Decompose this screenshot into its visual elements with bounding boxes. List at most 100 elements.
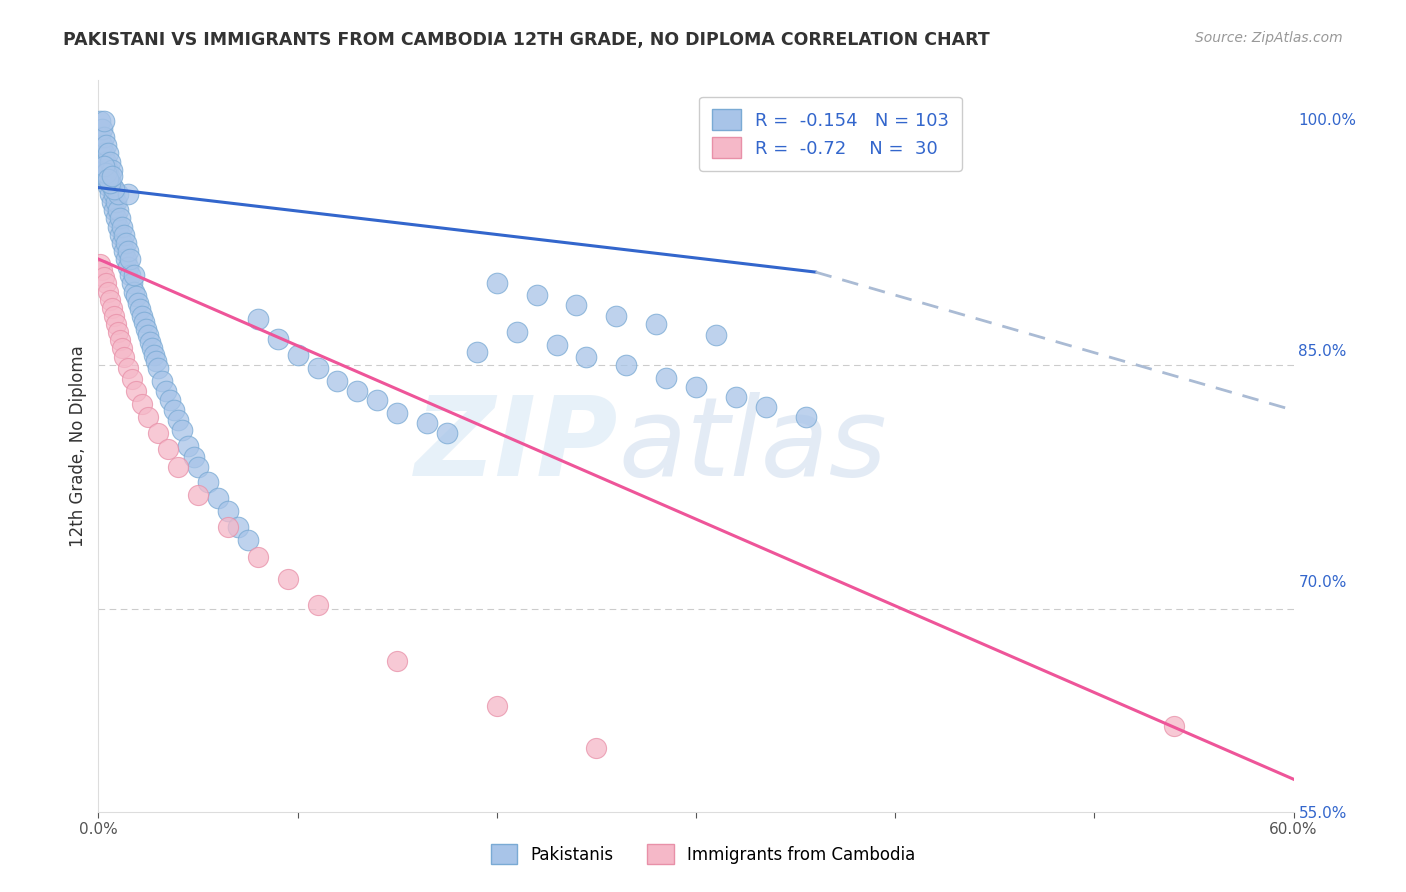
Point (217, 520, 239, 534)
Point (724, 390, 747, 404)
Legend: Pakistanis, Immigrants from Cambodia: Pakistanis, Immigrants from Cambodia (484, 838, 922, 871)
Point (655, 370, 678, 384)
Point (91, 263, 114, 277)
Point (127, 296, 149, 310)
Point (277, 572, 299, 586)
Point (346, 384, 368, 398)
Point (103, 309, 125, 323)
Point (97, 162, 120, 177)
Point (107, 219, 129, 234)
Point (97, 285, 120, 299)
Point (416, 416, 439, 430)
Point (145, 354, 167, 368)
Point (93, 114, 115, 128)
Point (139, 334, 162, 349)
Point (98, 154, 122, 169)
Point (136, 328, 159, 343)
Point (98, 187, 122, 202)
Point (385, 654, 409, 668)
Point (287, 348, 309, 362)
Point (565, 297, 588, 311)
Point (101, 169, 124, 184)
Point (131, 397, 153, 411)
Point (89, 146, 111, 161)
Point (107, 203, 129, 218)
Point (111, 235, 134, 250)
Point (129, 302, 152, 317)
Point (131, 309, 153, 323)
Point (97, 178, 120, 193)
Point (97, 146, 120, 161)
Point (111, 342, 134, 356)
Point (110, 227, 132, 242)
Point (121, 372, 143, 386)
Point (110, 211, 132, 226)
Point (155, 384, 177, 398)
Point (485, 699, 508, 714)
Point (93, 160, 115, 174)
Point (112, 350, 135, 364)
Legend: R =  -0.154   N = 103, R =  -0.72    N =  30: R = -0.154 N = 103, R = -0.72 N = 30 (699, 96, 962, 171)
Point (105, 211, 128, 226)
Point (96, 277, 118, 291)
Point (89, 114, 111, 128)
Point (115, 235, 138, 250)
Point (163, 403, 186, 417)
Point (546, 338, 568, 352)
Point (585, 741, 607, 756)
Point (187, 488, 209, 502)
Point (134, 316, 156, 330)
Point (103, 203, 125, 218)
Point (98, 176, 122, 190)
Text: atlas: atlas (619, 392, 887, 500)
Point (101, 178, 124, 193)
Point (226, 520, 249, 534)
Point (159, 393, 181, 408)
Point (207, 491, 229, 505)
Point (101, 195, 124, 210)
Point (187, 460, 209, 475)
Point (101, 162, 124, 177)
Point (148, 361, 170, 376)
Point (91, 138, 114, 153)
Point (93, 162, 115, 177)
Point (96, 166, 118, 180)
Point (96, 138, 118, 153)
Point (135, 322, 157, 336)
Point (183, 450, 205, 465)
Point (117, 260, 139, 275)
Point (167, 413, 190, 427)
Point (105, 195, 128, 210)
Point (1163, 718, 1185, 732)
Point (148, 425, 170, 440)
Point (236, 533, 259, 548)
Point (112, 227, 135, 242)
Point (704, 328, 727, 343)
Text: ZIP: ZIP (415, 392, 619, 500)
Point (98, 293, 122, 307)
Point (177, 439, 200, 453)
Point (93, 146, 115, 161)
Point (91, 122, 114, 136)
Point (246, 312, 269, 326)
Point (366, 393, 388, 408)
Point (143, 348, 166, 362)
Point (172, 423, 194, 437)
Point (246, 549, 269, 564)
Point (91, 154, 114, 169)
Point (121, 277, 143, 291)
Point (107, 325, 129, 339)
Point (575, 350, 598, 364)
Point (111, 219, 134, 234)
Point (755, 400, 778, 414)
Point (105, 317, 128, 331)
Point (614, 358, 637, 372)
Point (307, 599, 329, 613)
Point (645, 317, 668, 331)
Point (112, 244, 135, 258)
Point (103, 187, 125, 202)
Point (124, 285, 146, 299)
Point (685, 380, 707, 394)
Point (526, 288, 548, 302)
Point (120, 252, 142, 266)
